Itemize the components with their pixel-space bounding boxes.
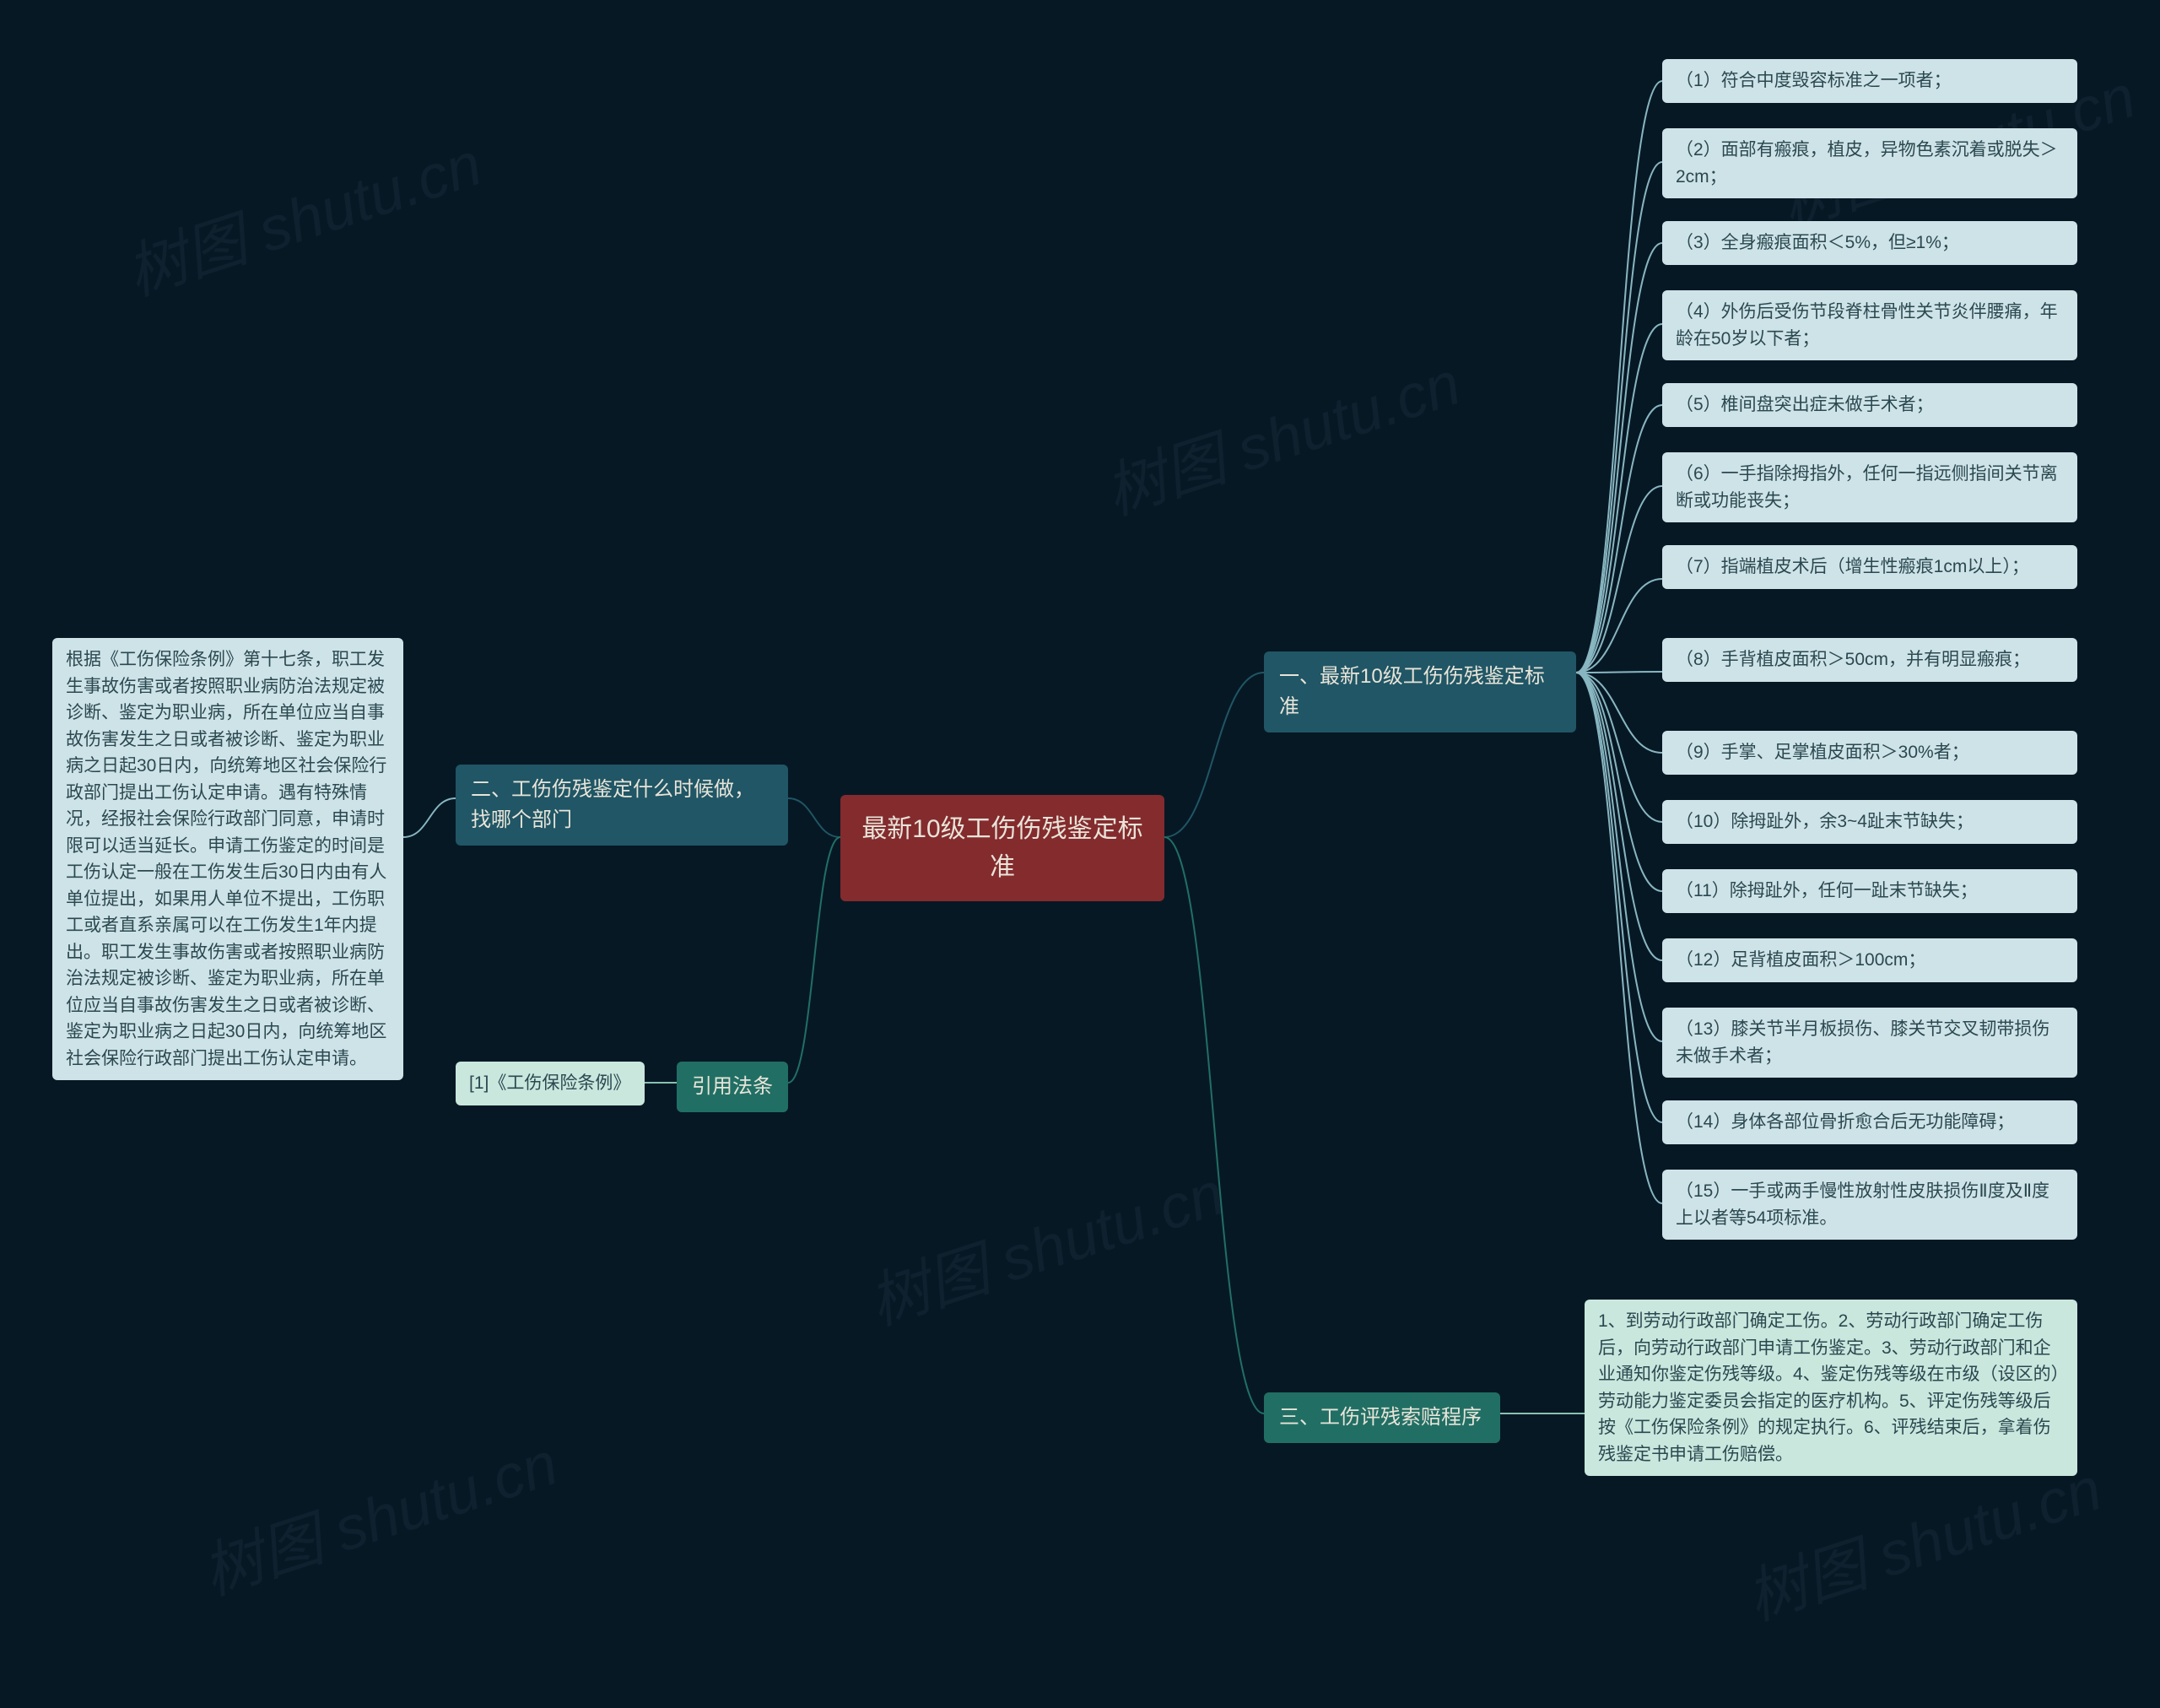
leaf-node[interactable]: （6）一手指除拇指外，任何一指远侧指间关节离断或功能丧失； — [1662, 452, 2077, 522]
leaf-node[interactable]: （9）手掌、足掌植皮面积＞30%者； — [1662, 731, 2077, 775]
leaf-label: 1、到劳动行政部门确定工伤。2、劳动行政部门确定工伤后，向劳动行政部门申请工伤鉴… — [1598, 1311, 2060, 1464]
leaf-label: （6）一手指除拇指外，任何一指远侧指间关节离断或功能丧失； — [1676, 464, 2058, 511]
watermark: 树图 shutu.cn — [189, 1413, 566, 1612]
leaf-label: （3）全身瘢痕面积＜5%，但≥1%； — [1676, 233, 1959, 252]
leaf-node[interactable]: （14）身体各部位骨折愈合后无功能障碍； — [1662, 1100, 2077, 1144]
leaf-label: （5）椎间盘突出症未做手术者； — [1676, 395, 1934, 414]
leaf-node[interactable]: （13）膝关节半月板损伤、膝关节交叉韧带损伤未做手术者； — [1662, 1008, 2077, 1078]
leaf-node[interactable]: 1、到劳动行政部门确定工伤。2、劳动行政部门确定工伤后，向劳动行政部门申请工伤鉴… — [1585, 1300, 2077, 1476]
leaf-label: （4）外伤后受伤节段脊柱骨性关节炎伴腰痛，年龄在50岁以下者； — [1676, 302, 2058, 349]
leaf-node[interactable]: （1）符合中度毁容标准之一项者； — [1662, 59, 2077, 103]
branch-label: 一、最新10级工伤伤残鉴定标准 — [1279, 665, 1545, 718]
leaf-label: （10）除拇趾外，余3~4趾末节缺失； — [1676, 812, 1974, 831]
branch-node[interactable]: 一、最新10级工伤伤残鉴定标准 — [1264, 651, 1576, 732]
leaf-node[interactable]: （15）一手或两手慢性放射性皮肤损伤Ⅱ度及Ⅱ度上以者等54项标准。 — [1662, 1170, 2077, 1240]
leaf-label: （2）面部有瘢痕，植皮，异物色素沉着或脱失＞2cm； — [1676, 140, 2058, 186]
leaf-label: （12）足背植皮面积＞100cm； — [1676, 950, 1925, 970]
leaf-node[interactable]: （8）手背植皮面积＞50cm，并有明显瘢痕； — [1662, 638, 2077, 682]
leaf-label: （9）手掌、足掌植皮面积＞30%者； — [1676, 743, 1969, 762]
watermark: 树图 shutu.cn — [856, 1143, 1233, 1342]
branch-node[interactable]: 引用法条 — [677, 1062, 788, 1112]
branch-label: 三、工伤评残索赔程序 — [1279, 1406, 1482, 1429]
mindmap-root[interactable]: 最新10级工伤伤残鉴定标准 — [840, 795, 1164, 901]
watermark: 树图 shutu.cn — [1092, 333, 1469, 532]
leaf-node[interactable]: 根据《工伤保险条例》第十七条，职工发生事故伤害或者按照职业病防治法规定被诊断、鉴… — [52, 638, 403, 1080]
leaf-node[interactable]: （3）全身瘢痕面积＜5%，但≥1%； — [1662, 221, 2077, 265]
leaf-label: （14）身体各部位骨折愈合后无功能障碍； — [1676, 1112, 2014, 1132]
branch-node[interactable]: 三、工伤评残索赔程序 — [1264, 1392, 1500, 1443]
leaf-label: 根据《工伤保险条例》第十七条，职工发生事故伤害或者按照职业病防治法规定被诊断、鉴… — [66, 650, 386, 1068]
leaf-label: （15）一手或两手慢性放射性皮肤损伤Ⅱ度及Ⅱ度上以者等54项标准。 — [1676, 1181, 2049, 1228]
leaf-node[interactable]: （12）足背植皮面积＞100cm； — [1662, 938, 2077, 982]
leaf-node[interactable]: （2）面部有瘢痕，植皮，异物色素沉着或脱失＞2cm； — [1662, 128, 2077, 198]
leaf-label: （1）符合中度毁容标准之一项者； — [1676, 71, 1952, 90]
leaf-label: （11）除拇趾外，任何一趾末节缺失； — [1676, 881, 1978, 900]
leaf-label: [1]《工伤保险条例》 — [469, 1073, 630, 1093]
leaf-node[interactable]: （5）椎间盘突出症未做手术者； — [1662, 383, 2077, 427]
leaf-node[interactable]: （7）指端植皮术后（增生性瘢痕1cm以上）； — [1662, 545, 2077, 589]
root-label: 最新10级工伤伤残鉴定标准 — [861, 815, 1142, 881]
leaf-label: （8）手背植皮面积＞50cm，并有明显瘢痕； — [1676, 650, 2030, 669]
leaf-label: （7）指端植皮术后（增生性瘢痕1cm以上）； — [1676, 557, 2029, 576]
leaf-node[interactable]: （10）除拇趾外，余3~4趾末节缺失； — [1662, 800, 2077, 844]
branch-label: 引用法条 — [692, 1075, 773, 1098]
watermark: 树图 shutu.cn — [113, 114, 490, 312]
branch-node[interactable]: 二、工伤伤残鉴定什么时候做，找哪个部门 — [456, 765, 788, 846]
branch-label: 二、工伤伤残鉴定什么时候做，找哪个部门 — [471, 778, 754, 831]
leaf-node[interactable]: [1]《工伤保险条例》 — [456, 1062, 645, 1105]
leaf-label: （13）膝关节半月板损伤、膝关节交叉韧带损伤未做手术者； — [1676, 1019, 2049, 1066]
leaf-node[interactable]: （4）外伤后受伤节段脊柱骨性关节炎伴腰痛，年龄在50岁以下者； — [1662, 290, 2077, 360]
leaf-node[interactable]: （11）除拇趾外，任何一趾末节缺失； — [1662, 869, 2077, 913]
